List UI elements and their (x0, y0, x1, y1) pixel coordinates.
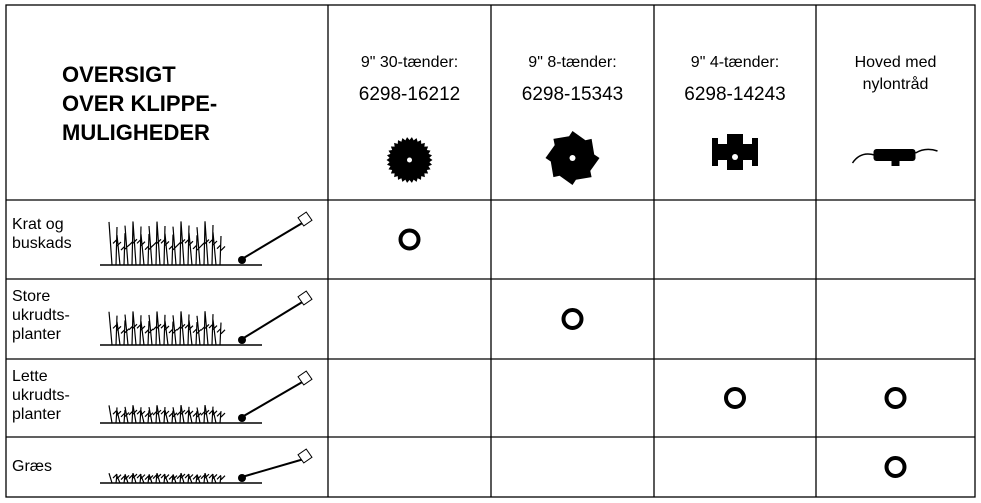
trimmer-handle (297, 290, 313, 306)
title-line: OVER KLIPPE- (62, 91, 217, 116)
row-label: buskads (12, 235, 72, 252)
trimmer-blade (238, 256, 246, 264)
row-label: ukrudts- (12, 307, 70, 324)
column-header: nylontråd (863, 75, 929, 93)
trimmer-blade (238, 336, 246, 344)
suitability-mark (724, 387, 746, 409)
blade-hole (732, 154, 738, 160)
column-header: 6298-16212 (359, 84, 460, 105)
trimmer-shaft (241, 458, 305, 478)
title-line: OVERSIGT (62, 62, 176, 87)
vegetation-drawing (108, 472, 226, 484)
trimmer-blade (238, 414, 246, 422)
row-label: Lette (12, 368, 48, 385)
row-label: planter (12, 326, 62, 343)
column-header: 9" 4-tænder: (691, 54, 779, 71)
column-header: 9" 8-tænder: (528, 54, 616, 71)
column-header: 6298-15343 (522, 84, 623, 105)
suitability-mark (884, 387, 907, 409)
vegetation-drawing (108, 405, 226, 424)
trimmer-handle (297, 211, 313, 227)
suitability-mark (884, 456, 907, 478)
row-label: Store (12, 288, 50, 305)
trimmer-head-knob (891, 160, 900, 166)
row-label: Krat og (12, 216, 64, 233)
title-line: MULIGHEDER (62, 120, 210, 145)
column-header: 9" 30-tænder: (361, 54, 458, 71)
column-header: 6298-14243 (684, 84, 785, 105)
row-label: ukrudts- (12, 387, 70, 404)
trimmer-handle (297, 448, 313, 464)
vegetation-drawing (108, 221, 226, 266)
column-header: Hoved med (855, 54, 937, 71)
suitability-mark (398, 228, 421, 251)
trimmer-shaft (241, 300, 305, 340)
vegetation-drawing (108, 311, 226, 346)
row-label: Græs (12, 458, 52, 475)
trimmer-head-icon (873, 149, 916, 161)
blade-hole (569, 155, 576, 161)
four-tooth-blade-icon (712, 134, 758, 170)
trimmer-blade (238, 474, 246, 482)
blade-hole (407, 157, 412, 163)
trimmer-shaft (241, 380, 305, 418)
suitability-mark (561, 308, 584, 330)
trimmer-shaft (241, 221, 305, 260)
trimmer-handle (297, 370, 313, 386)
row-label: planter (12, 406, 62, 423)
nylon-line-icon (851, 148, 938, 164)
